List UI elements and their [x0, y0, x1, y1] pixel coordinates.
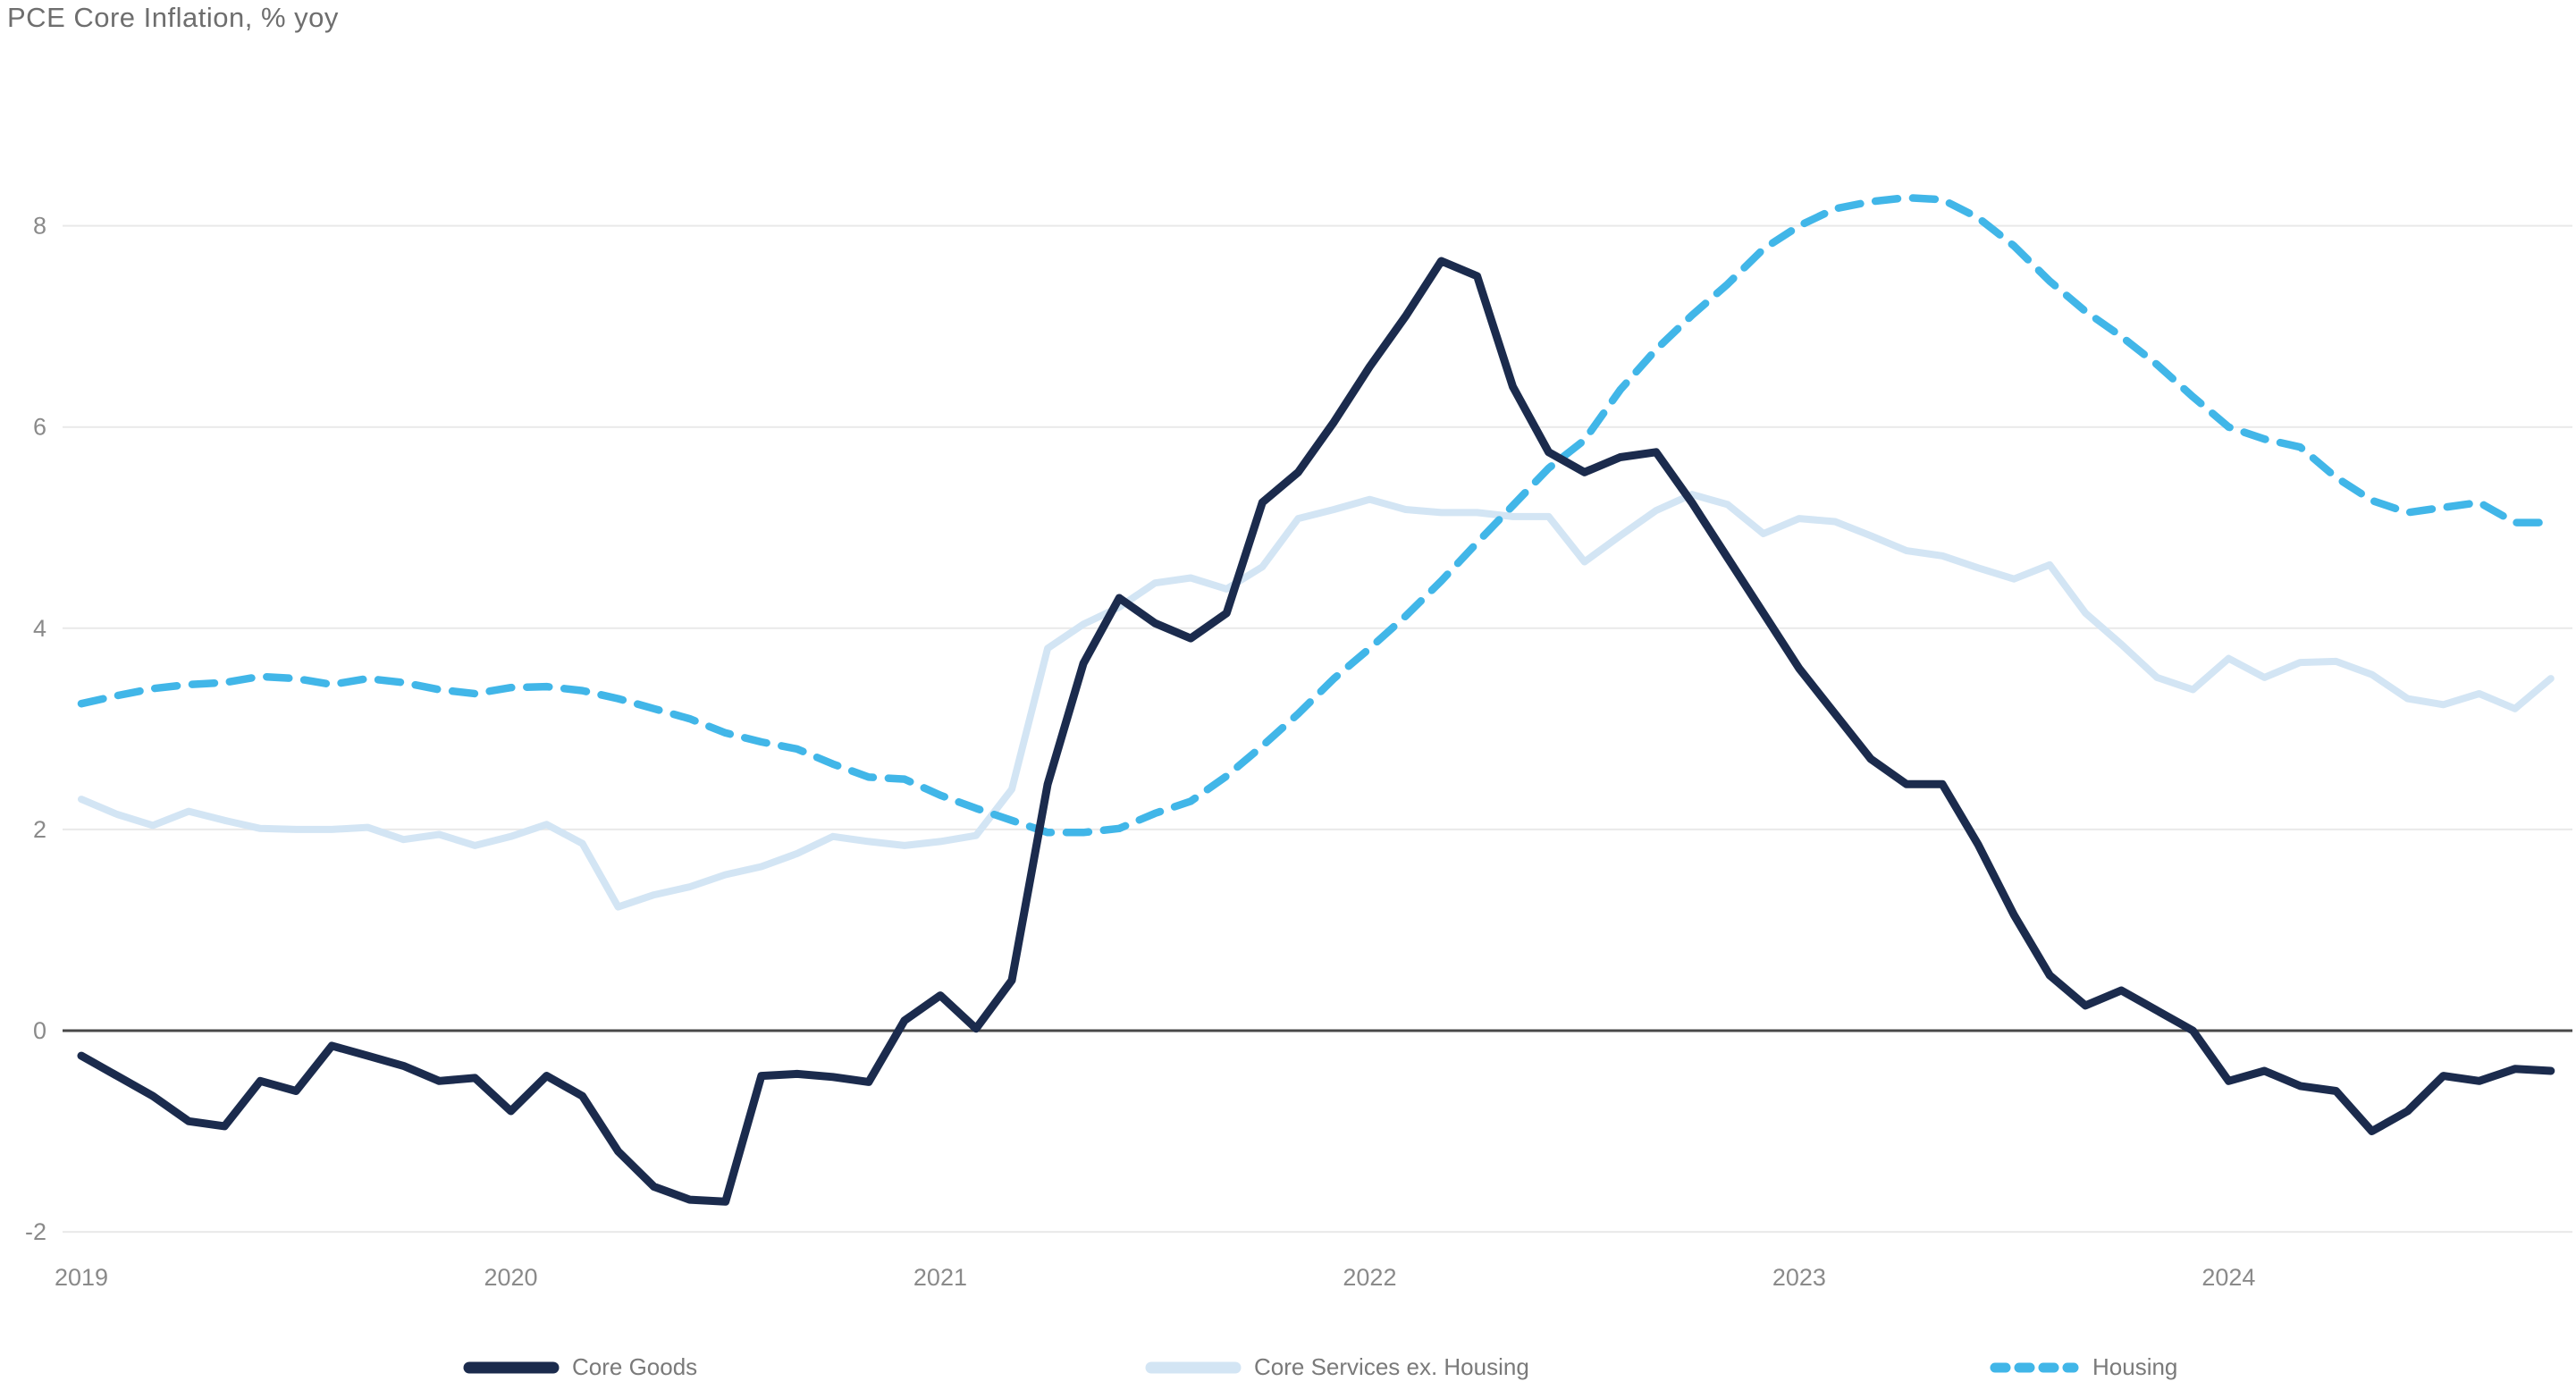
y-axis-tick-label: -2: [25, 1218, 46, 1245]
x-axis-tick-label: 2021: [913, 1264, 967, 1291]
y-axis-tick-label: 8: [33, 213, 46, 240]
legend-item-housing: Housing: [1988, 1353, 2177, 1381]
y-axis-tick-label: 0: [33, 1017, 46, 1044]
x-axis-tick-label: 2023: [1772, 1264, 1826, 1291]
x-axis-tick-label: 2020: [484, 1264, 537, 1291]
chart-title: PCE Core Inflation, % yoy: [7, 2, 339, 33]
legend-swatch-core-goods: [463, 1361, 560, 1373]
y-axis-tick-label: 2: [33, 816, 46, 843]
series-line-core-services-ex-housing: [78, 491, 2555, 911]
series-line-housing: [77, 193, 2555, 837]
legend-item-core-goods: Core Goods: [462, 1353, 697, 1381]
legend-label-housing: Housing: [2092, 1353, 2178, 1380]
legend-item-core-services: Core Services ex. Housing: [1144, 1353, 1529, 1381]
x-axis-tick-label: 2024: [2201, 1264, 2255, 1291]
y-axis-tick-label: 6: [33, 414, 46, 441]
legend-swatch-core-services: [1145, 1361, 1242, 1373]
legend-swatch-housing: [1990, 1362, 2079, 1372]
x-axis-tick-label: 2019: [55, 1264, 108, 1291]
series-line-core-goods: [77, 257, 2555, 1206]
y-axis-tick-label: 4: [33, 615, 46, 642]
legend-label-core-services: Core Services ex. Housing: [1254, 1353, 1529, 1380]
x-axis-tick-label: 2022: [1343, 1264, 1396, 1291]
legend-label-core-goods: Core Goods: [572, 1353, 698, 1380]
legend: Core Goods Core Services ex. Housing Hou…: [0, 1353, 2576, 1389]
